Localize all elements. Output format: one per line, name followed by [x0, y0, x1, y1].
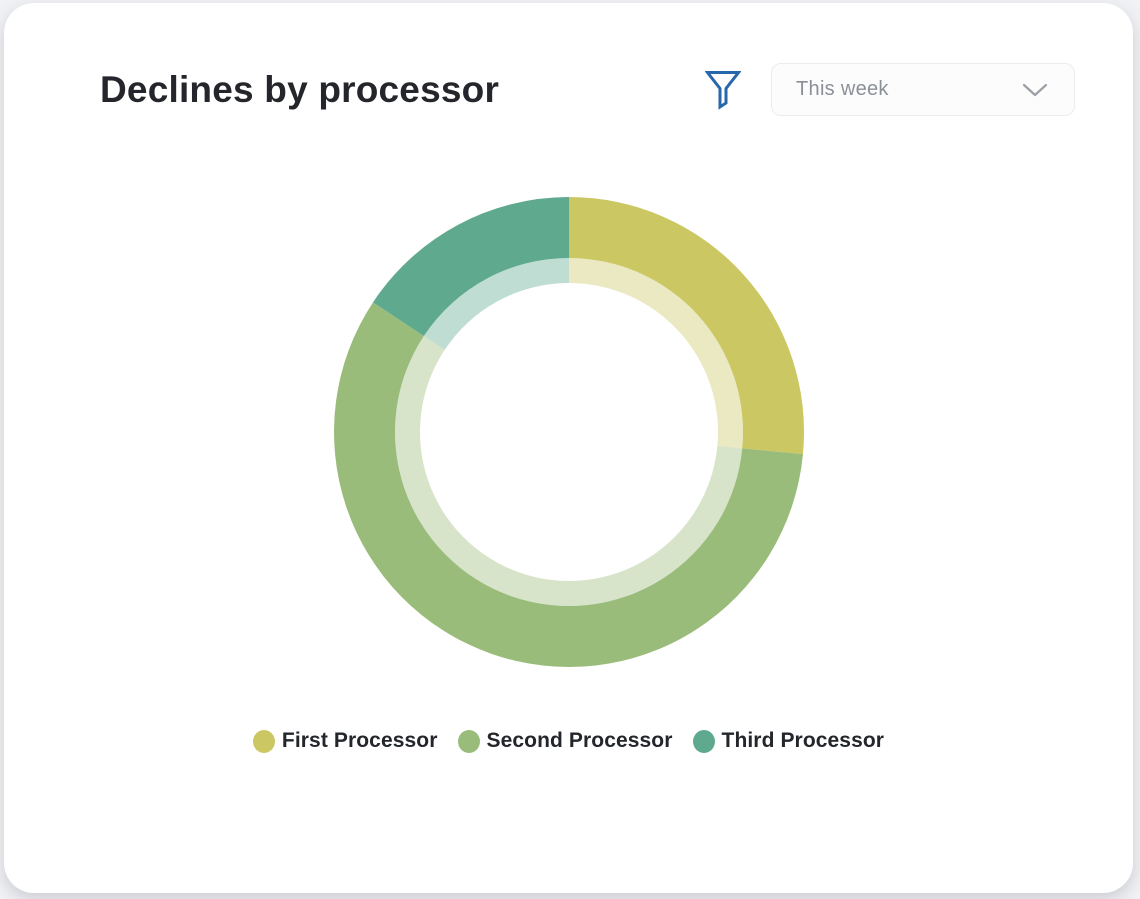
card-header: Declines by processor This week	[4, 63, 1133, 116]
legend-label: Third Processor	[721, 729, 885, 752]
period-select[interactable]: This week	[771, 63, 1075, 116]
donut-chart	[4, 197, 1133, 667]
filter-button[interactable]	[703, 69, 743, 111]
period-select-value: This week	[796, 78, 889, 100]
donut-inner-segment-3[interactable]	[423, 258, 569, 350]
card-title: Declines by processor	[100, 68, 500, 110]
legend-item-1[interactable]: First Processor	[252, 729, 438, 753]
legend-item-2[interactable]: Second Processor	[457, 729, 673, 753]
donut-chart-svg	[333, 197, 804, 667]
legend-swatch	[692, 729, 715, 753]
legend-swatch	[252, 729, 275, 753]
funnel-icon	[705, 70, 741, 110]
donut-outer-segment-2[interactable]	[333, 302, 803, 667]
legend-item-3[interactable]: Third Processor	[692, 729, 885, 753]
declines-by-processor-card: Declines by processor This week First Pr…	[4, 3, 1133, 893]
donut-inner-segment-1[interactable]	[568, 258, 743, 449]
donut-inner-segment-2[interactable]	[394, 336, 742, 606]
legend-label: First Processor	[281, 729, 438, 752]
legend-swatch	[457, 729, 480, 753]
chevron-down-icon	[1022, 83, 1048, 96]
donut-outer-segment-1[interactable]	[568, 197, 804, 455]
legend-label: Second Processor	[486, 729, 673, 752]
chart-legend: First Processor Second Processor Third Pro…	[4, 729, 1133, 753]
donut-outer-segment-3[interactable]	[372, 197, 569, 337]
